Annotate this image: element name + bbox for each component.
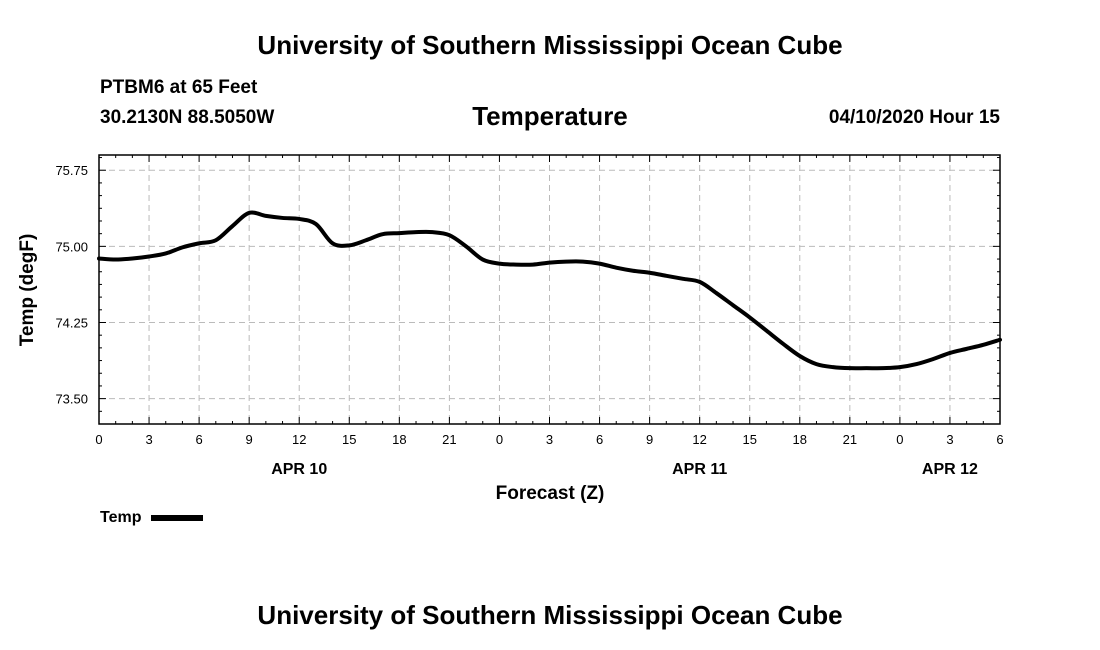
- tick-label-x: 21: [843, 432, 857, 447]
- tick-label-x: 6: [996, 432, 1003, 447]
- coordinates-label: 30.2130N 88.5050W: [100, 107, 275, 128]
- tick-layer: [98, 155, 1001, 425]
- legend-swatch-temp: [151, 515, 204, 521]
- tick-label-y: 75.75: [55, 163, 88, 178]
- tick-label-layer: 0 3 6 9 12 15 18 21 0 3 6 9 12 15 18 21 0 3 6 73.50 74.25 75.…: [55, 163, 1003, 478]
- tick-label-x: 9: [646, 432, 653, 447]
- chart-title-bottom: University of Southern Mississippi Ocean…: [257, 600, 843, 630]
- tick-label-x: 21: [442, 432, 456, 447]
- tick-label-x: 0: [95, 432, 102, 447]
- tick-label-x: 18: [793, 432, 807, 447]
- tick-label-x: 3: [546, 432, 553, 447]
- grid-layer: [99, 155, 1000, 424]
- tick-label-x: 12: [292, 432, 306, 447]
- series-line-temp: [97, 210, 1002, 371]
- tick-label-x: 12: [692, 432, 706, 447]
- tick-label-y: 75.00: [55, 239, 88, 254]
- date-label: APR 12: [922, 461, 978, 478]
- legend: Temp: [100, 509, 204, 527]
- x-axis-label: Forecast (Z): [495, 483, 605, 504]
- tick-label-y: 73.50: [55, 392, 88, 407]
- tick-label-x: 0: [896, 432, 903, 447]
- legend-label-temp: Temp: [100, 509, 142, 526]
- tick-label-x: 6: [596, 432, 603, 447]
- tick-label-x: 9: [246, 432, 253, 447]
- tick-label-y: 74.25: [55, 315, 88, 330]
- tick-label-x: 18: [392, 432, 406, 447]
- tick-label-x: 6: [195, 432, 202, 447]
- datetime-label: 04/10/2020 Hour 15: [828, 107, 1000, 128]
- tick-label-x: 3: [145, 432, 152, 447]
- chart-title-top: University of Southern Mississippi Ocean…: [257, 30, 843, 60]
- plot-title: Temperature: [472, 101, 628, 131]
- date-label: APR 10: [271, 461, 327, 478]
- y-axis-label: Temp (degF): [17, 233, 38, 347]
- date-label: APR 11: [672, 461, 727, 478]
- tick-label-x: 3: [946, 432, 953, 447]
- station-label: PTBM6 at 65 Feet: [100, 77, 258, 98]
- tick-label-x: 15: [742, 432, 756, 447]
- tick-label-x: 0: [496, 432, 503, 447]
- tick-label-x: 15: [342, 432, 356, 447]
